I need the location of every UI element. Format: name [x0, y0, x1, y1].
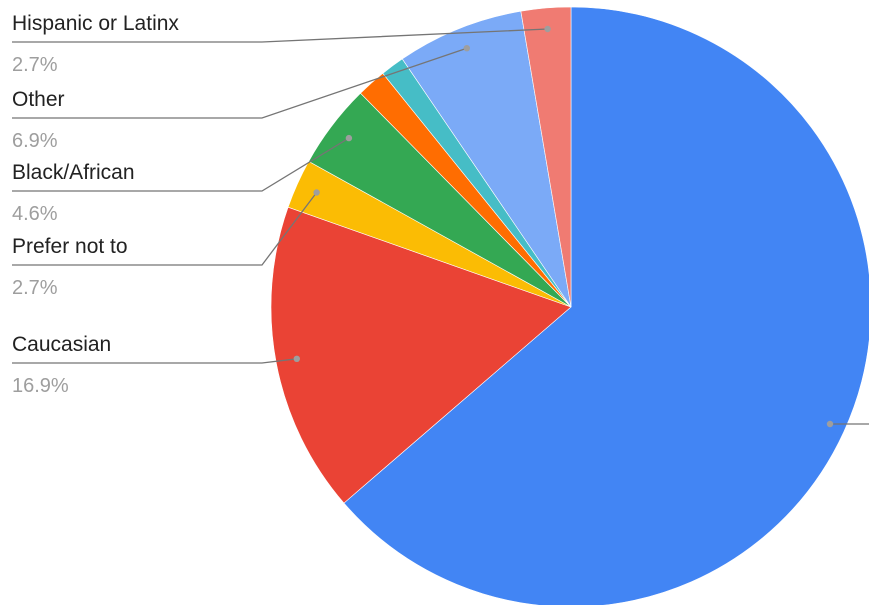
slice-label-other: Other: [12, 88, 65, 111]
pie-slice-caucasian: [270, 206, 572, 504]
pie-slices: [270, 6, 869, 605]
leader-dot-other: [463, 45, 470, 52]
slice-percent-other: 6.9%: [12, 130, 58, 152]
slice-labels: Caucasian 16.9% Prefer not to 2.7% Black/Afr…: [12, 12, 179, 397]
slice-label-hispanic-or-latinx: Hispanic or Latinx: [12, 12, 179, 35]
leader-dot-prefer-not-to: [313, 189, 320, 196]
pie-slice-hispanic-or-latinx: [520, 6, 572, 308]
slice-percent-black-african: 4.6%: [12, 203, 58, 225]
leader-line-caucasian: [12, 358, 297, 364]
leader-line-hispanic-or-latinx: [12, 28, 548, 43]
leader-dot-black-african: [345, 134, 353, 142]
slice-label-caucasian: Caucasian: [12, 333, 111, 356]
leader-dot-hispanic-or-latinx: [544, 25, 551, 33]
leader-lines: [12, 25, 869, 428]
pie-slice-other: [401, 10, 572, 308]
slice-label-prefer-not-to: Prefer not to: [12, 235, 128, 258]
leader-line-prefer-not-to: [12, 192, 318, 266]
slice-percent-prefer-not-to: 2.7%: [12, 277, 58, 299]
leader-line-other: [12, 47, 468, 119]
leader-dot-main-slice: [826, 420, 834, 428]
slice-label-black-african: Black/African: [12, 161, 135, 184]
leader-line-black-african: [12, 137, 350, 192]
pie-slice-unlabeled-0: [343, 6, 869, 605]
leader-dot-caucasian: [293, 355, 300, 362]
slice-percent-hispanic-or-latinx: 2.7%: [12, 54, 58, 76]
slice-percent-caucasian: 16.9%: [12, 375, 69, 397]
